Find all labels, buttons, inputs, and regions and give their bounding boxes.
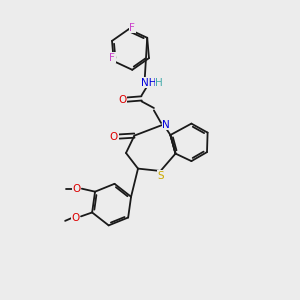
Text: O: O [118, 94, 126, 105]
Text: O: O [72, 184, 81, 194]
Text: NH: NH [141, 77, 156, 88]
Text: O: O [110, 131, 118, 142]
Text: S: S [157, 171, 164, 181]
Text: F: F [110, 52, 115, 63]
Text: H: H [155, 77, 163, 88]
Text: N: N [162, 119, 170, 130]
Text: O: O [71, 213, 80, 223]
Text: F: F [129, 23, 135, 33]
